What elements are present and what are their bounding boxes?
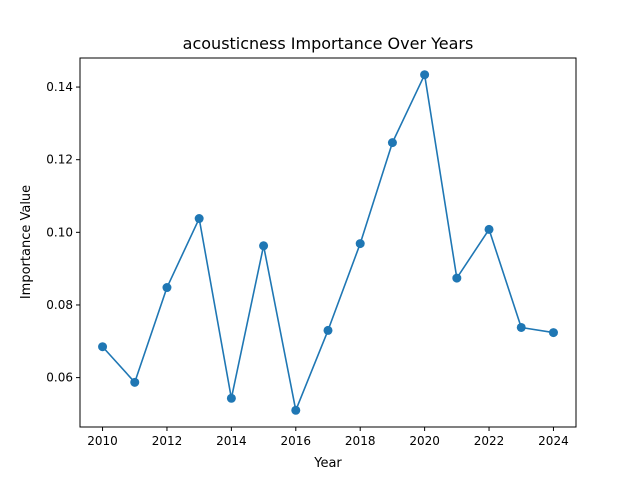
data-point: [516, 322, 526, 332]
data-point: [548, 328, 558, 338]
series-layer: [98, 70, 558, 415]
plot-area-frame: [79, 57, 577, 428]
x-tick-label: 2020: [409, 434, 440, 448]
x-tick-label: 2014: [216, 434, 247, 448]
x-tick-label: 2012: [152, 434, 183, 448]
x-axis-ticks: 2010 2012 2014 2016 2018 2020 2022 2024: [87, 427, 569, 448]
x-tick-label: 2018: [345, 434, 376, 448]
data-point: [387, 138, 397, 148]
data-point: [130, 377, 140, 387]
data-point: [452, 273, 462, 283]
data-point: [484, 224, 494, 234]
data-point: [162, 283, 172, 293]
x-tick-label: 2016: [281, 434, 312, 448]
chart-title: acousticness Importance Over Years: [183, 34, 474, 53]
y-axis-ticks: 0.06 0.08 0.10 0.12 0.14: [46, 80, 80, 385]
data-point: [226, 393, 236, 403]
y-tick-label: 0.06: [46, 371, 73, 385]
x-tick-label: 2022: [474, 434, 505, 448]
x-axis-label: Year: [313, 456, 342, 471]
data-point: [291, 405, 301, 415]
data-point: [355, 239, 365, 249]
data-point: [259, 241, 269, 251]
y-tick-label: 0.10: [46, 225, 73, 239]
x-tick-label: 2024: [538, 434, 569, 448]
data-point: [98, 342, 108, 352]
y-tick-label: 0.12: [46, 153, 73, 167]
y-tick-label: 0.08: [46, 298, 73, 312]
data-point: [420, 70, 430, 80]
data-point: [194, 214, 204, 224]
data-point: [323, 325, 333, 335]
y-tick-label: 0.14: [46, 80, 73, 94]
x-tick-label: 2010: [87, 434, 118, 448]
y-axis-label: Importance Value: [19, 185, 34, 299]
